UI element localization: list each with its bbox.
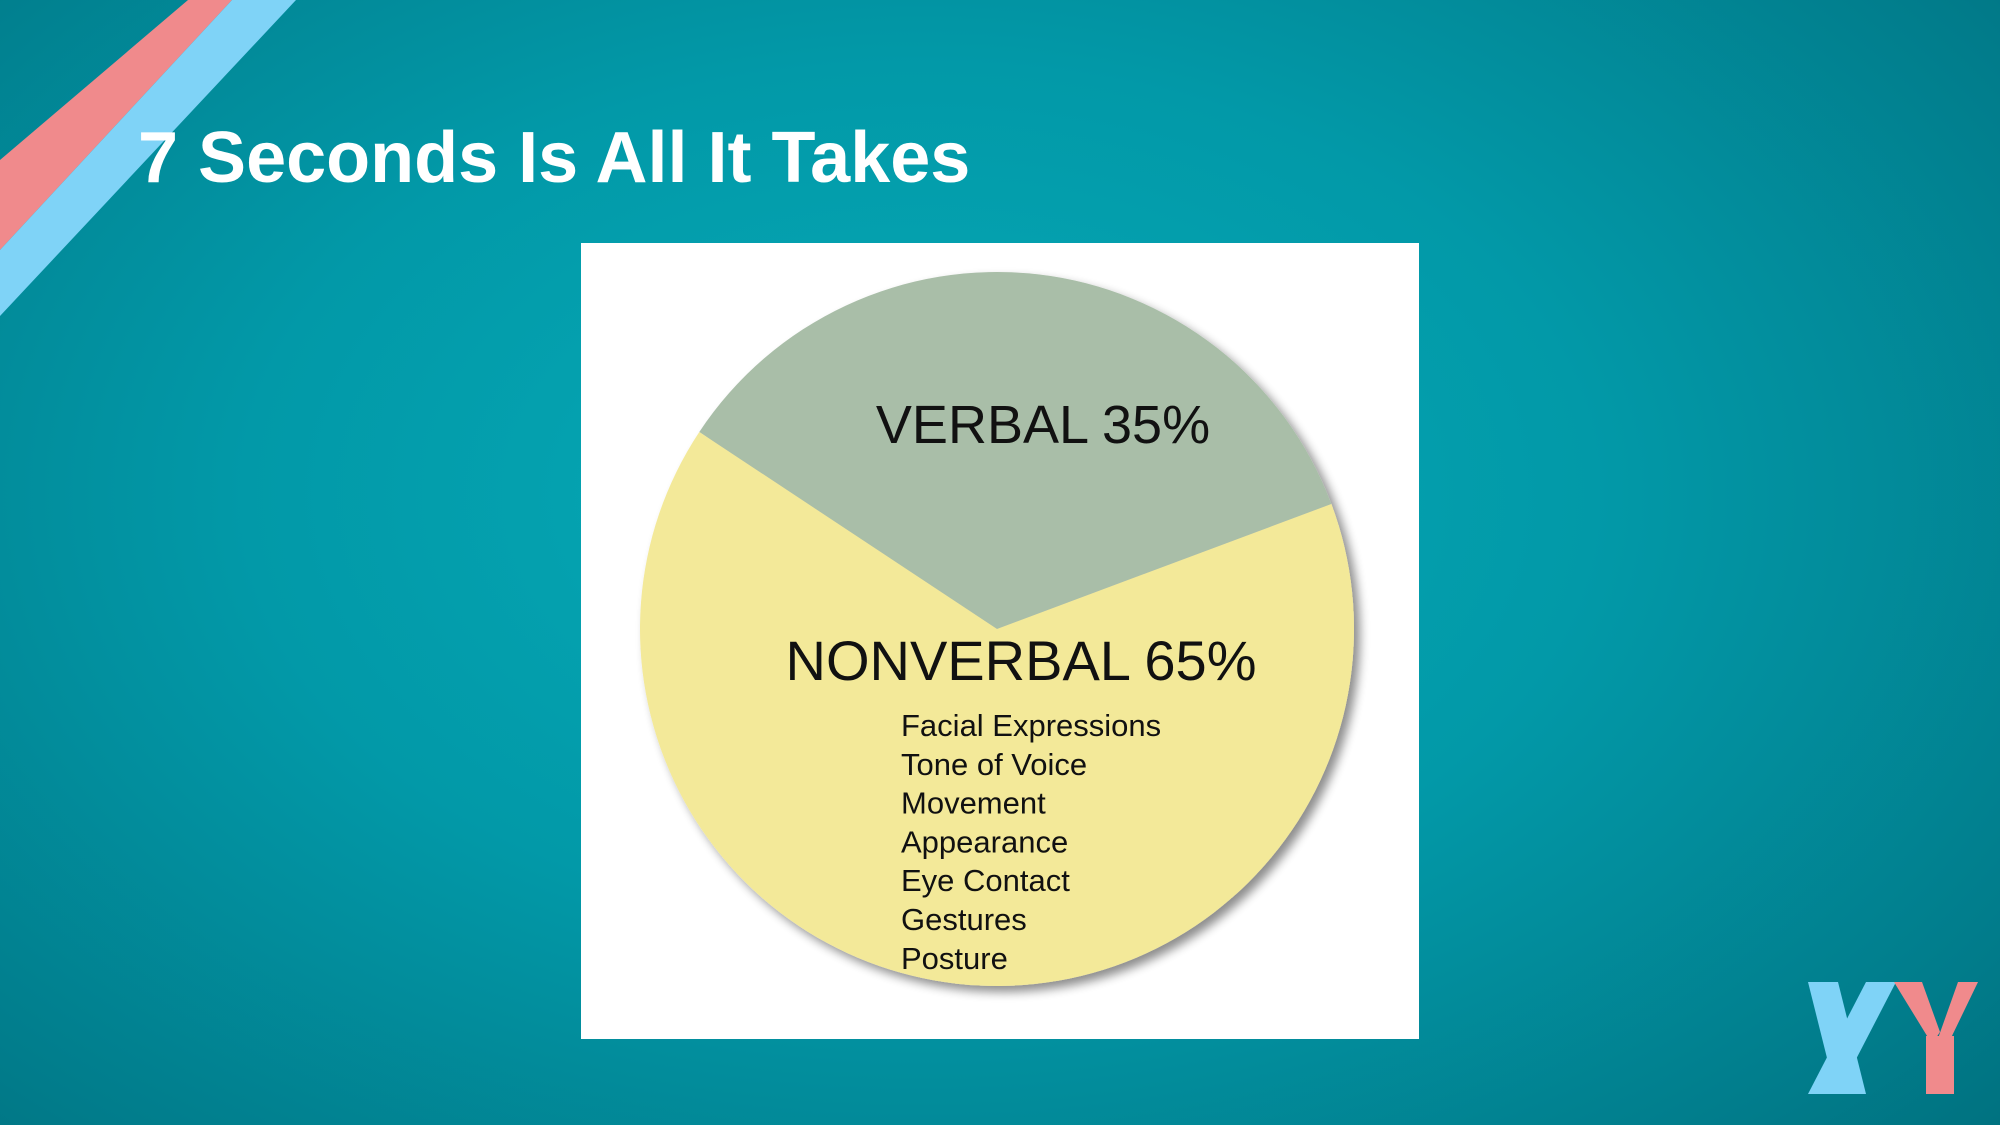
blue-stripe — [0, 0, 296, 316]
nonverbal-factor-item: Gestures — [901, 902, 1027, 937]
pie-chart-frame: VERBAL 35% NONVERBAL 65% Facial Expression… — [581, 243, 1419, 1039]
logo-x-letter — [1808, 982, 1896, 1094]
nonverbal-factor-item: Facial Expressions — [901, 708, 1161, 743]
pie-slice-verbal — [699, 272, 1332, 629]
nonverbal-factor-item: Eye Contact — [901, 863, 1070, 898]
verbal-slice-label: VERBAL 35% — [876, 395, 1210, 455]
nonverbal-slice-label: NONVERBAL 65% — [786, 629, 1257, 692]
nonverbal-factor-item: Posture — [901, 941, 1008, 976]
slide-title: 7 Seconds Is All It Takes — [138, 118, 971, 198]
nonverbal-factor-item: Tone of Voice — [901, 747, 1087, 782]
corner-stripes-decoration — [0, 0, 296, 316]
pie-slice-nonverbal — [639, 431, 1354, 987]
nonverbal-factor-item: Movement — [901, 786, 1046, 821]
nonverbal-factor-item: Appearance — [901, 824, 1068, 859]
logo-y-letter — [1894, 982, 1978, 1094]
pie-chart: VERBAL 35% NONVERBAL 65% Facial Expression… — [639, 272, 1354, 987]
xy-logo — [1808, 982, 1978, 1094]
